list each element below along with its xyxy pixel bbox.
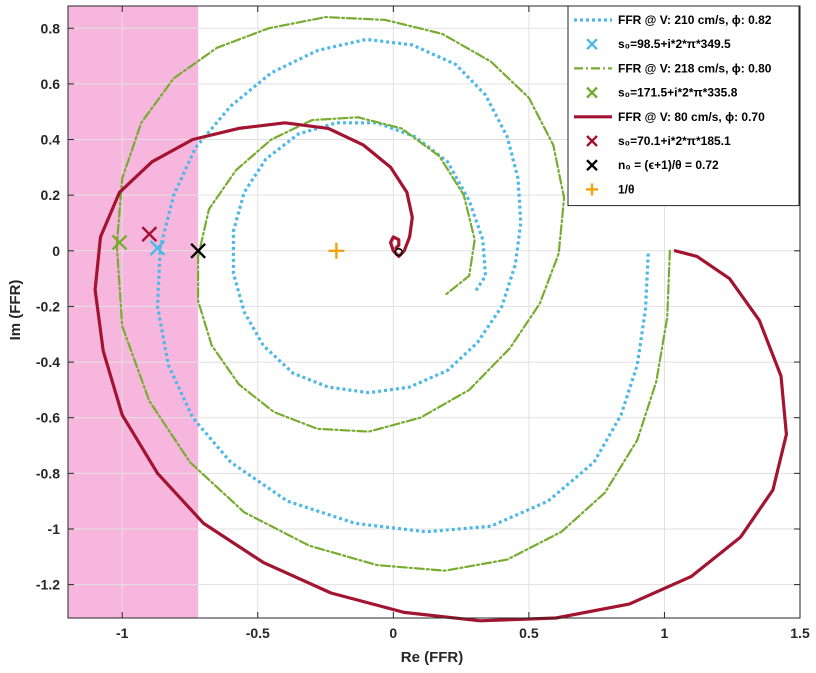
legend-x-swatch-b xyxy=(586,159,598,172)
marker-6 xyxy=(394,247,404,257)
marker-5 xyxy=(328,242,345,259)
legend-box xyxy=(567,5,800,207)
y-tick-label: -0.8 xyxy=(36,465,60,481)
legend: FFR @ V: 210 cm/s, ϕ: 0.82 s₀=98.5+i*2*π*… xyxy=(567,5,800,207)
series-line-1 xyxy=(155,37,650,534)
legend-x-swatch-b xyxy=(586,38,598,51)
x-axis-label: Re (FFR) xyxy=(401,649,464,666)
marker-4-stroke-b xyxy=(190,242,206,259)
legend-label: n₀ = (ϵ+1)/θ = 0.72 xyxy=(618,158,719,172)
y-tick-label: 0.4 xyxy=(41,132,61,148)
x-tick-label: -1 xyxy=(116,625,129,641)
y-tick-label: 0.8 xyxy=(41,20,61,36)
y-axis-label: Im (FFR) xyxy=(7,280,24,341)
y-tick-label: 0.2 xyxy=(41,187,61,203)
y-tick-label: 0 xyxy=(52,243,60,259)
legend-label: FFR @ V: 218 cm/s, ϕ: 0.80 xyxy=(618,61,772,75)
legend-x-swatch-b xyxy=(586,86,598,99)
x-tick-label: 0 xyxy=(389,625,397,641)
x-tick-label: 1 xyxy=(661,625,669,641)
legend-label: 1/θ xyxy=(618,182,635,196)
x-tick-label: 0.5 xyxy=(519,625,539,641)
marker-2-stroke-b xyxy=(111,234,128,251)
shaded-region xyxy=(68,6,199,618)
legend-label: FFR @ V: 210 cm/s, ϕ: 0.82 xyxy=(618,13,772,27)
marker-4 xyxy=(190,242,206,259)
legend-label: s₀=70.1+i*2*π*185.1 xyxy=(618,134,731,148)
marker-3 xyxy=(141,226,158,242)
marker-3-stroke-b xyxy=(141,226,158,242)
marker-2 xyxy=(111,234,128,251)
legend-label: s₀=171.5+i*2*π*335.8 xyxy=(618,86,738,100)
marker-1 xyxy=(149,240,166,256)
series-line-2 xyxy=(115,16,672,572)
y-tick-label: -0.2 xyxy=(36,298,60,314)
marker-1-stroke-b xyxy=(149,240,166,256)
legend-label: s₀=98.5+i*2*π*349.5 xyxy=(618,37,731,51)
legend-label: FFR @ V: 80 cm/s, ϕ: 0.70 xyxy=(618,110,765,124)
y-tick-label: -1.2 xyxy=(36,577,60,593)
y-tick-label: -0.6 xyxy=(36,410,60,426)
legend-x-swatch-b xyxy=(586,135,598,147)
y-tick-label: -0.4 xyxy=(36,354,60,370)
y-tick-label: -1 xyxy=(48,521,61,537)
x-tick-label: -0.5 xyxy=(246,625,270,641)
x-tick-label: 1.5 xyxy=(790,625,810,641)
y-tick-label: 0.6 xyxy=(41,76,61,92)
axes-frame xyxy=(67,5,801,619)
